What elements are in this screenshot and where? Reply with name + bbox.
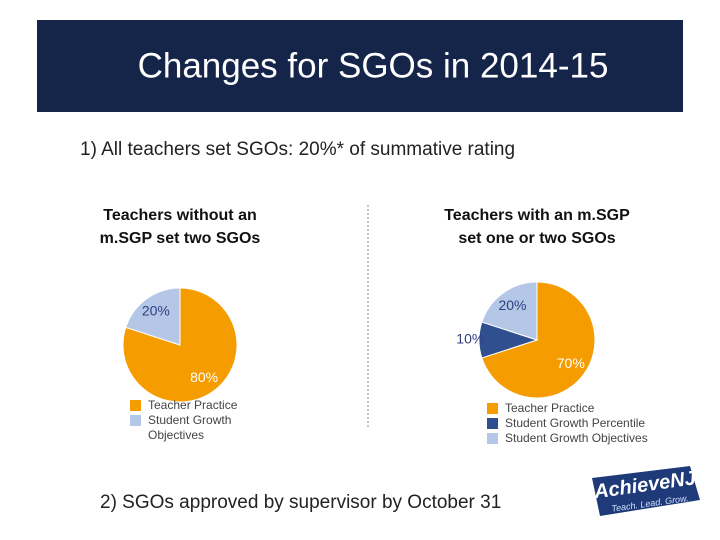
slice-label: 70% xyxy=(557,355,585,371)
logo-shape xyxy=(592,466,700,516)
point-two: 2) SGOs approved by supervisor by Octobe… xyxy=(100,492,501,513)
slice-label: 20% xyxy=(142,303,170,319)
legend-label: Teacher Practice xyxy=(148,398,238,412)
legend-label: Student Growth Objectives xyxy=(505,431,648,445)
legend-item: Student Growth Percentile xyxy=(487,416,657,431)
legend-swatch xyxy=(487,403,498,414)
chart-title: Teachers without an m.SGP set two SGOs xyxy=(100,207,261,247)
legend-item: Teacher Practice xyxy=(487,401,657,416)
legend-swatch xyxy=(487,433,498,444)
legend-item: Student Growth Objectives xyxy=(130,413,300,443)
slice-label: 10% xyxy=(456,331,484,347)
legend-label: Student Growth Objectives xyxy=(148,413,232,442)
legend-box: Teacher Practice Student Growth Percentil… xyxy=(487,401,657,446)
legend-item: Teacher Practice xyxy=(130,398,300,413)
legend-label: Student Growth Percentile xyxy=(505,416,646,430)
logo: AchieveNJ Teach. Lead. Grow. xyxy=(592,466,700,516)
slice-label: 20% xyxy=(498,297,526,313)
title-banner xyxy=(37,20,683,112)
pie-slice xyxy=(125,287,181,346)
slide-title: Changes for SGOs in 2014-15 xyxy=(138,46,609,85)
legend-box: Teacher Practice Student Growth Objective… xyxy=(130,398,300,443)
pie-slice xyxy=(122,287,238,403)
slice-label: 80% xyxy=(190,369,218,385)
point-one: 1) All teachers set SGOs: 20%* of summat… xyxy=(80,139,515,160)
chart-title: Teachers with an m.SGP set one or two SGO… xyxy=(444,207,630,247)
legend-swatch xyxy=(130,415,141,426)
legend-swatch xyxy=(487,418,498,429)
legend-item: Student Growth Objectives xyxy=(487,431,657,446)
legend-swatch xyxy=(130,400,141,411)
pie-slice xyxy=(481,281,538,341)
legend-label: Teacher Practice xyxy=(505,401,595,415)
